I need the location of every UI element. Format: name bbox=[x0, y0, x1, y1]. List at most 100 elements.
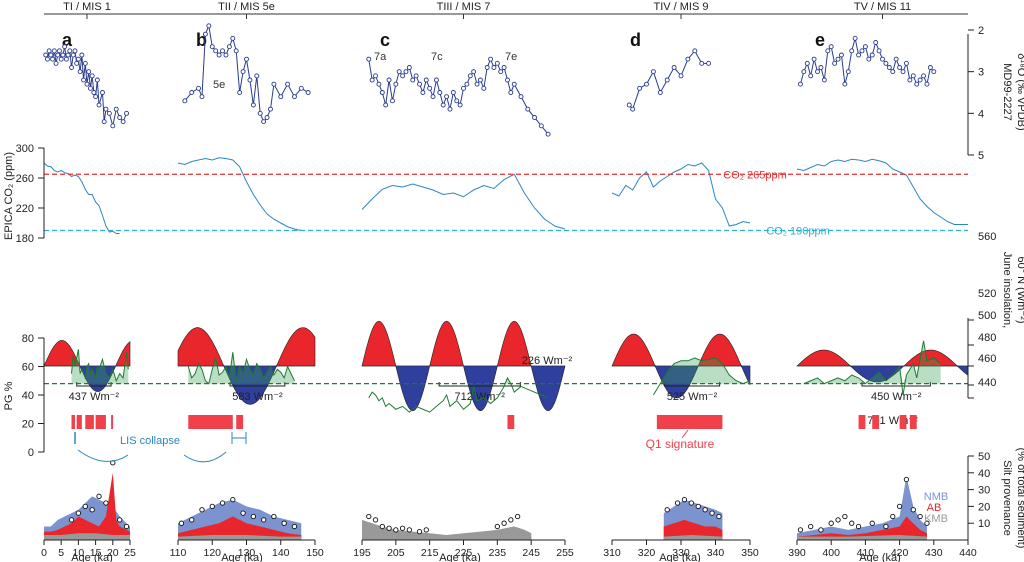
silt-point-e-8 bbox=[869, 520, 875, 526]
panel-layer: a 437 Wm⁻² 0 5 10 15 20 25 b 583 Wm⁻² 110 120 130 140… bbox=[41, 23, 977, 559]
d18o-point-c-37 bbox=[491, 65, 497, 70]
q1-bar-a-0 bbox=[71, 415, 75, 429]
d18o-point-a-3 bbox=[48, 52, 54, 58]
d18o-point-c-38 bbox=[494, 60, 500, 66]
d18o-point-c-16 bbox=[420, 90, 426, 95]
d18o-point-b-4 bbox=[202, 31, 208, 37]
d18o-point-c-24 bbox=[447, 106, 453, 112]
silt-point-d-3 bbox=[688, 500, 694, 506]
x-tick-label-e-4: 430 bbox=[925, 547, 943, 559]
silt-point-c-10 bbox=[501, 520, 507, 526]
silt-point-b-11 bbox=[291, 523, 298, 530]
silt-axis-unit: (% of total sediment) bbox=[1015, 448, 1024, 549]
d18o-point-e-23 bbox=[876, 48, 882, 54]
x-tick-label-a-5: 25 bbox=[124, 547, 136, 559]
d18o-point-b-19 bbox=[254, 73, 260, 79]
d18o-point-b-18 bbox=[250, 102, 256, 108]
silt-point-d-2 bbox=[681, 497, 688, 503]
silt-point-d-4 bbox=[695, 503, 701, 510]
x-tick-label-b-3: 140 bbox=[272, 547, 290, 559]
x-tick-label-b-1: 120 bbox=[203, 547, 221, 559]
co2-line-d bbox=[611, 162, 751, 227]
q1-bar-d-0 bbox=[656, 415, 723, 429]
d18o-point-c-20 bbox=[433, 77, 439, 83]
d18o-axis-title: MD99-2227 bbox=[1001, 63, 1013, 120]
x-tick-label-c-5: 245 bbox=[522, 547, 540, 559]
legend-ab: AB bbox=[927, 502, 942, 514]
d18o-line-e bbox=[799, 38, 935, 86]
d18o-point-c-34 bbox=[481, 85, 487, 91]
lis-arrow-left bbox=[77, 449, 129, 462]
silt-point-a-3 bbox=[89, 507, 95, 513]
d18o-point-b-16 bbox=[244, 56, 249, 62]
d18o-point-a-27 bbox=[89, 73, 95, 79]
pg-line-b bbox=[187, 352, 295, 385]
d18o-point-a-30 bbox=[94, 77, 100, 83]
panel-letter-d: d bbox=[630, 30, 641, 50]
silt-point-a-8 bbox=[123, 523, 130, 530]
d18o-point-b-15 bbox=[240, 69, 246, 75]
silt-point-b-4 bbox=[219, 500, 226, 506]
d18o-point-b-5 bbox=[206, 23, 212, 29]
d18o-point-e-22 bbox=[873, 40, 879, 45]
d18o-point-c-43 bbox=[511, 81, 517, 87]
d18o-point-a-20 bbox=[77, 69, 83, 75]
pg-fill-b bbox=[188, 352, 295, 384]
silt-ab-area-a bbox=[44, 472, 130, 540]
d18o-point-a-5 bbox=[51, 48, 57, 54]
d18o-point-a-17 bbox=[72, 48, 78, 54]
d18o-point-c-35 bbox=[484, 65, 490, 70]
silt-ab-area-b bbox=[178, 516, 302, 540]
d18o-point-e-7 bbox=[821, 77, 827, 83]
silt-tick-label-0: 50 bbox=[978, 451, 990, 463]
d18o-point-c-8 bbox=[393, 81, 399, 87]
silt-point-c-0 bbox=[366, 513, 372, 520]
d18o-point-c-9 bbox=[396, 69, 402, 75]
d18o-point-e-38 bbox=[927, 65, 933, 70]
d18o-point-c-33 bbox=[477, 77, 483, 83]
d18o-point-c-14 bbox=[413, 73, 419, 79]
d18o-point-d-11 bbox=[699, 60, 705, 66]
x-tick-label-c-4: 235 bbox=[489, 547, 507, 559]
legend-nmb: NMB bbox=[924, 491, 948, 503]
silt-point-c-12 bbox=[514, 513, 521, 520]
q1-pointer bbox=[681, 429, 689, 439]
d18o-point-b-17 bbox=[247, 77, 253, 83]
silt-point-c-4 bbox=[393, 527, 399, 533]
silt-point-e-1 bbox=[808, 523, 814, 530]
d18o-point-c-41 bbox=[505, 77, 510, 83]
x-tick-label-b-2: 130 bbox=[238, 547, 256, 559]
d18o-point-c-4 bbox=[379, 90, 385, 95]
silt-kmb-area-c bbox=[362, 519, 532, 540]
stage-label-7a: 7a bbox=[374, 51, 387, 63]
x-tick-label-e-0: 390 bbox=[788, 547, 806, 559]
lis-mark-b bbox=[231, 432, 247, 444]
panel-headers: TI / MIS 1 TII / MIS 5e TIII / MIS 7 TIV / … bbox=[44, 1, 968, 19]
d18o-point-a-11 bbox=[62, 44, 68, 50]
d18o-point-d-0 bbox=[626, 102, 632, 108]
d18o-point-b-25 bbox=[278, 94, 284, 100]
d18o-point-a-9 bbox=[58, 56, 64, 62]
d18o-point-c-2 bbox=[373, 73, 378, 79]
q1-bar-a-1 bbox=[76, 415, 82, 429]
d18o-point-c-27 bbox=[457, 102, 463, 108]
silt-point-b-3 bbox=[209, 503, 215, 510]
d18o-point-e-20 bbox=[866, 56, 872, 62]
d18o-tick-label-1: 3 bbox=[978, 67, 984, 79]
x-tick-label-a-0: 0 bbox=[41, 547, 47, 559]
silt-axis-title: Silt provenance bbox=[1001, 460, 1013, 536]
d18o-point-a-16 bbox=[70, 52, 76, 58]
d18o-point-e-39 bbox=[931, 69, 937, 75]
d18o-point-b-7 bbox=[213, 48, 219, 54]
d18o-point-a-19 bbox=[75, 56, 81, 62]
silt-kmb-area-d bbox=[663, 534, 723, 540]
silt-tick-label-3: 20 bbox=[978, 501, 990, 513]
d18o-point-a-22 bbox=[81, 77, 87, 83]
silt-point-b-2 bbox=[199, 507, 205, 513]
d18o-point-a-2 bbox=[46, 48, 52, 54]
d18o-point-e-8 bbox=[825, 48, 831, 54]
silt-point-d-1 bbox=[674, 500, 681, 506]
d18o-point-a-31 bbox=[96, 102, 102, 108]
pg-line-e bbox=[803, 340, 941, 396]
